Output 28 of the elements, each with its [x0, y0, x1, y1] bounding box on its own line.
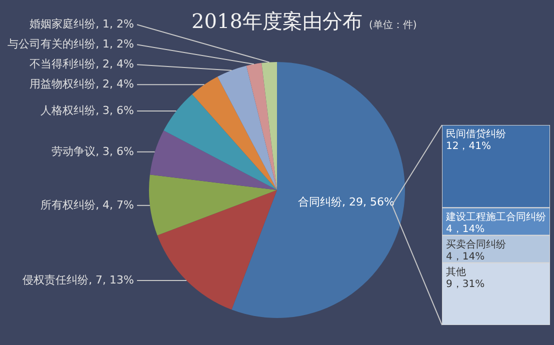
pie-slice [218, 66, 277, 190]
data-label: 4，14% [446, 251, 485, 262]
pie-slice [157, 190, 277, 310]
chart-subtitle: (单位：件) [369, 19, 417, 31]
slice-label: 所有权纠纷, 4, 7% [40, 198, 134, 212]
chart-title: 2018年度案由分布 [192, 9, 362, 33]
category-label: 其他 [446, 266, 466, 278]
slice-label: 劳动争议, 3, 6% [52, 144, 134, 158]
pie-slice [262, 62, 277, 190]
slice-label: 合同纠纷, 29, 56% [298, 196, 394, 209]
data-label: 9，31% [446, 278, 485, 290]
slice-label: 与公司有关的纠纷, 1, 2% [8, 38, 134, 51]
pie-slice [246, 62, 277, 190]
pie-slice [149, 174, 277, 236]
slice-label: 人格权纠纷, 3, 6% [40, 104, 134, 118]
category-label: 买卖合同纠纷 [446, 238, 506, 250]
data-label: 4，14% [446, 224, 485, 235]
data-label: 12，41% [446, 141, 491, 152]
pie-slice [192, 76, 277, 190]
category-label: 民间借贷纠纷 [446, 128, 506, 140]
pie-slice [164, 94, 277, 190]
slice-label: 用益物权纠纷, 2, 4% [30, 78, 134, 91]
pie-slice [150, 130, 277, 190]
slice-label: 不当得利纠纷, 2, 4% [30, 58, 134, 71]
category-label: 建设工程施工合同纠纷 [445, 210, 546, 223]
pie-slice [232, 62, 405, 318]
slice-label: 侵权责任纠纷, 7, 13% [22, 274, 134, 287]
slice-label: 婚姻家庭纠纷, 1, 2% [30, 18, 134, 31]
